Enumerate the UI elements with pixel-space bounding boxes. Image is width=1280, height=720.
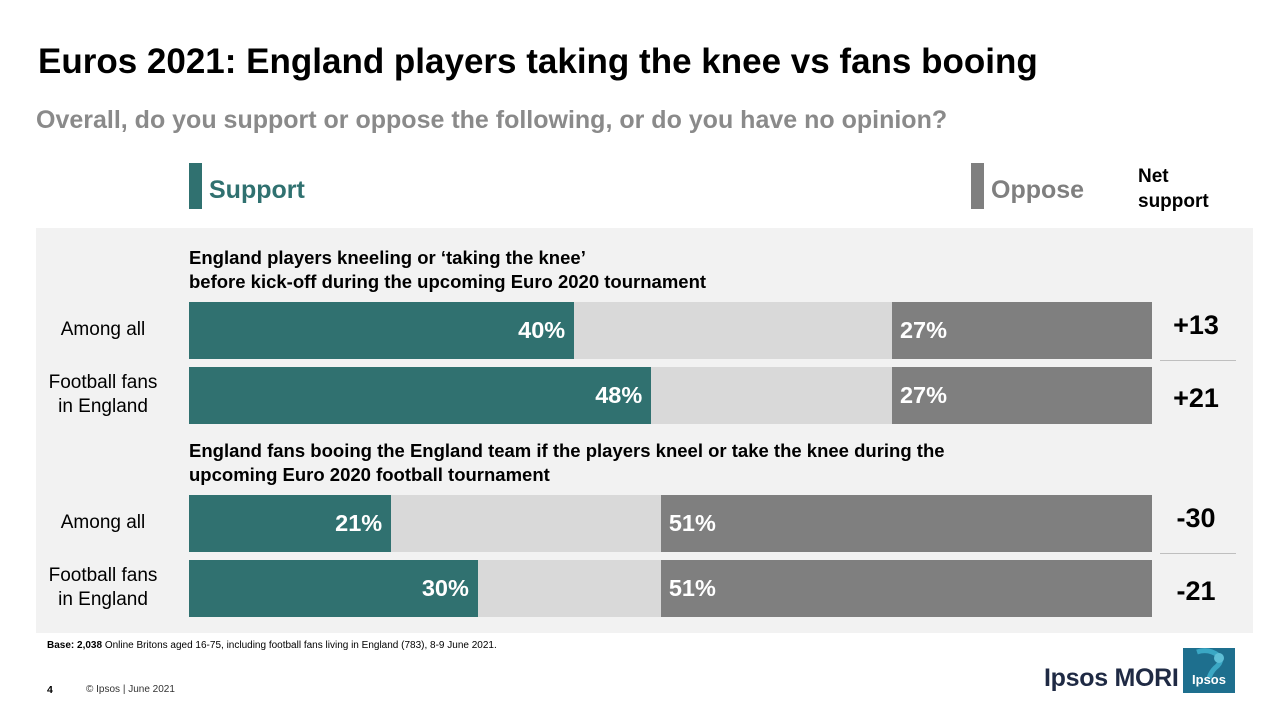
oppose-value-label: 51%: [668, 575, 716, 601]
question-title-kneeling: England players kneeling or ‘taking the …: [189, 246, 706, 294]
support-value-label: 40%: [518, 317, 566, 343]
oppose-value-label: 27%: [899, 382, 948, 408]
row-label-line2: in England: [58, 589, 148, 610]
support-bar: 30%: [189, 560, 478, 617]
net-header-line1: Net: [1138, 166, 1169, 187]
net-support-value: -30: [1176, 503, 1216, 533]
row-label-line1: Football fans: [48, 372, 158, 393]
row-label: Among all: [36, 318, 170, 342]
row-label: Football fans in England: [36, 371, 170, 419]
legend-oppose-swatch: [971, 163, 984, 209]
support-value-label: 21%: [335, 510, 383, 536]
legend-oppose-label: Oppose: [991, 176, 1085, 204]
row-label: Among all: [36, 511, 170, 535]
support-value-label: 48%: [595, 382, 643, 408]
net-support-value: -21: [1176, 576, 1216, 606]
legend-support-swatch: [189, 163, 202, 209]
net-divider: [1160, 360, 1236, 361]
support-bar: 40%: [189, 302, 575, 359]
base-note-text: Online Britons aged 16-75, including foo…: [102, 640, 497, 651]
slide-subtitle: Overall, do you support or oppose the fo…: [36, 106, 948, 134]
slide-title: Euros 2021: England players taking the k…: [38, 42, 1038, 81]
question-title-line1: England fans booing the England team if …: [189, 440, 945, 461]
base-note-bold: Base: 2,038: [47, 640, 103, 651]
ipsos-logo: Ipsos: [1183, 648, 1235, 693]
oppose-value-label: 27%: [899, 317, 948, 343]
net-support-value: +13: [1173, 310, 1219, 340]
no-opinion-bar: [477, 560, 661, 617]
oppose-bar: 51%: [660, 495, 1152, 552]
oppose-bar: 27%: [891, 367, 1152, 424]
question-title-line1: England players kneeling or ‘taking the …: [189, 247, 586, 268]
support-bar: 48%: [189, 367, 652, 424]
net-support-header: Net support: [1138, 164, 1209, 214]
net-divider: [1160, 553, 1236, 554]
ipsos-logo-mark-icon: [1196, 648, 1224, 679]
support-value-label: 30%: [421, 575, 469, 601]
logo-text: Ipsos: [1192, 672, 1226, 687]
net-header-line2: support: [1138, 191, 1209, 212]
question-title-line2: upcoming Euro 2020 football tournament: [189, 464, 550, 485]
row-label-line2: in England: [58, 396, 148, 417]
row-label-line1: Among all: [60, 512, 146, 533]
question-title-booing: England fans booing the England team if …: [189, 439, 945, 487]
page-number: 4: [47, 684, 53, 696]
oppose-bar: 27%: [891, 302, 1152, 359]
oppose-bar: 51%: [660, 560, 1152, 617]
oppose-value-label: 51%: [668, 510, 716, 536]
net-support-value: +21: [1173, 383, 1219, 413]
support-bar: 21%: [189, 495, 392, 552]
brand-wordmark: Ipsos MORI: [1044, 664, 1179, 692]
copyright: © Ipsos | June 2021: [86, 684, 175, 695]
no-opinion-bar: [651, 367, 892, 424]
question-title-line2: before kick-off during the upcoming Euro…: [189, 271, 707, 292]
base-note: Base: 2,038 Online Britons aged 16-75, i…: [47, 640, 497, 651]
row-label: Football fans in England: [36, 564, 170, 612]
row-label-line1: Among all: [60, 319, 146, 340]
no-opinion-bar: [391, 495, 661, 552]
legend-support-label: Support: [209, 176, 305, 204]
no-opinion-bar: [574, 302, 892, 359]
row-label-line1: Football fans: [48, 565, 158, 586]
